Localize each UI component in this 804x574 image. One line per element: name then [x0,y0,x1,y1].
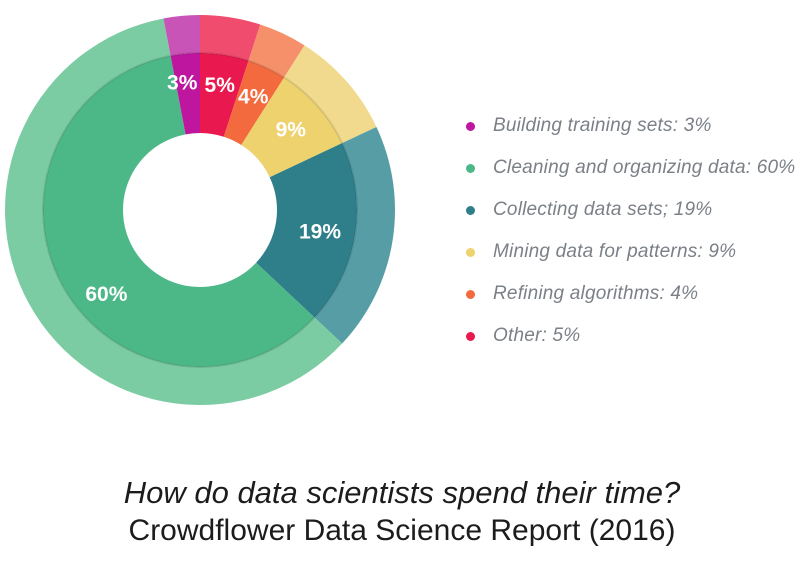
legend-item-other: Other: 5% [466,315,795,357]
donut-slice-collecting-data-sets [256,143,358,318]
donut-outer-ring-other [200,14,261,61]
slice-value-label-other: 5% [205,74,236,97]
legend-label-cleaning-and-organizing-data: Cleaning and organizing data: 60% [493,157,796,178]
legend-dot-mining-data-for-patterns [466,247,475,257]
slice-value-label-mining-data-for-patterns: 9% [276,119,307,142]
legend-label-other: Other: 5% [493,325,581,346]
donut-outer-ring-collecting-data-sets [314,126,396,344]
donut-outer-ring-cleaning-and-organizing-data [5,18,343,405]
donut-slice-cleaning-and-organizing-data [42,55,315,367]
legend-dot-cleaning-and-organizing-data [466,163,475,173]
slice-value-label-cleaning-and-organizing-data: 60% [85,283,127,306]
legend-label-refining-algorithms: Refining algorithms: 4% [493,283,699,304]
slice-value-label-building-training-sets: 3% [167,72,198,95]
legend-dot-collecting-data-sets [466,205,475,215]
legend-item-mining-data-for-patterns: Mining data for patterns: 9% [466,231,795,273]
donut-outer-ring-building-training-sets [163,15,200,56]
legend-label-collecting-data-sets: Collecting data sets; 19% [493,199,713,220]
legend-label-mining-data-for-patterns: Mining data for patterns: 9% [493,241,737,262]
legend-dot-other [466,331,475,341]
legend-item-building-training-sets: Building training sets: 3% [466,105,795,147]
legend-dot-building-training-sets [466,121,475,131]
chart-subtitle: Crowdflower Data Science Report (2016) [128,514,676,547]
donut-slice-other [200,53,249,137]
legend-item-collecting-data-sets: Collecting data sets; 19% [466,189,795,231]
slice-value-label-collecting-data-sets: 19% [299,221,341,244]
donut-slice-mining-data-for-patterns [241,77,343,178]
legend-label-building-training-sets: Building training sets: 3% [493,115,712,136]
title-block: How do data scientists spend their time?… [0,474,804,550]
legend-dot-refining-algorithms [466,289,475,299]
legend: Building training sets: 3% Cleaning and o… [466,105,795,357]
donut-chart: 5% 4% 9% 19% 60% 3% [5,14,396,405]
donut-outer-ring-refining-algorithms [248,24,305,78]
slice-value-label-refining-algorithms: 4% [238,85,269,108]
donut-outer-ring-mining-data-for-patterns [284,45,377,144]
chart-title: How do data scientists spend their time? [123,475,681,510]
ring-divider-line [42,52,358,368]
legend-item-refining-algorithms: Refining algorithms: 4% [466,273,795,315]
donut-slice-building-training-sets [170,53,200,135]
donut-slice-refining-algorithms [223,60,285,145]
legend-item-cleaning-and-organizing-data: Cleaning and organizing data: 60% [466,147,795,189]
